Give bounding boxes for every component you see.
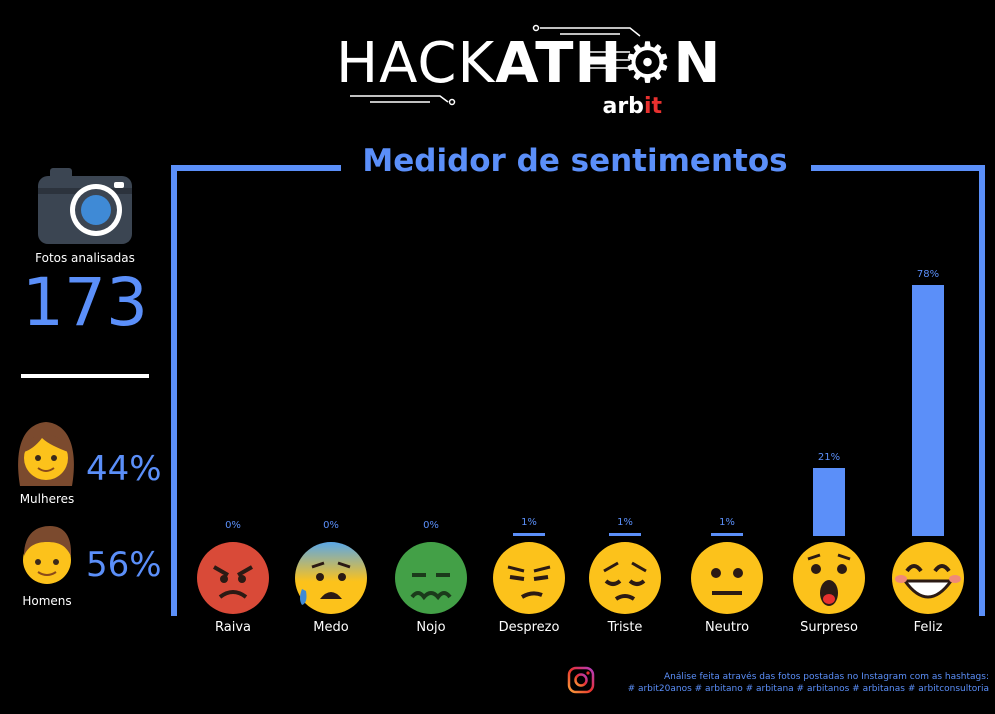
hashtags-list: # arbit20anos # arbitano # arbitana # ar… [627,684,989,695]
women-percentage: 44% [86,449,162,489]
woman-icon [18,422,74,486]
neutral-face-icon [691,542,763,614]
logo-subtitle: arbit [602,96,662,118]
category-label: Triste [607,620,643,635]
instagram-icon [567,666,595,694]
logo-o-gear-icon: ⚙ [622,31,674,96]
chart-title: Medidor de sentimentos [362,143,788,179]
fearful-face-icon [295,542,367,614]
category-label: Surpreso [800,620,858,635]
logo-title-bold: ATH [495,31,623,96]
bar-feliz [912,285,944,536]
angry-face-icon [197,542,269,614]
category-label: Feliz [913,620,943,635]
unamused-face-icon [493,542,565,614]
logo-title-thin: HACK [336,31,496,96]
logo-sub-white: arb [602,94,644,119]
man-icon [23,526,72,584]
surprised-face-icon [793,542,865,614]
bar-value-label: 1% [617,516,633,528]
grinning-face-icon [892,542,964,614]
logo-sub-red: it [643,94,662,119]
bar-value-label: 1% [719,516,735,528]
sidebar-divider [21,374,149,378]
bar-value-label: 0% [323,520,339,531]
bar-value-label: 0% [423,520,439,531]
bar-value-label: 78% [916,269,940,280]
category-label: Raiva [215,620,251,635]
bar-desprezo [513,532,545,536]
men-label: Homens [22,594,72,608]
category-label: Neutro [704,620,750,635]
category-label: Desprezo [498,620,560,635]
women-label: Mulheres [19,492,75,506]
photos-label: Fotos analisadas [35,251,135,265]
chart-frame [171,165,985,616]
bar-neutro [711,532,743,536]
bar-value-label: 1% [521,516,537,528]
circuit-lines-icon [350,24,641,106]
category-label: Medo [313,620,349,635]
hashtags-note: Análise feita através das fotos postadas… [559,671,989,695]
bar-value-label: 0% [225,520,241,531]
hashtags-note-line1: Análise feita através das fotos postadas… [664,672,989,682]
bar-surpreso [813,468,845,536]
camera-icon [38,168,132,244]
pensive-face-icon [589,542,661,614]
category-label: Nojo [416,620,446,635]
bar-triste [609,532,641,536]
logo-title-bold-end: N [673,31,722,96]
bar-value-label: 21% [817,452,841,464]
photos-count: 173 [22,264,148,341]
men-percentage: 56% [86,545,162,585]
hackathon-logo: HACKATH⚙N arbit [330,22,720,122]
logo-title: HACKATH⚙N [336,36,721,92]
nauseated-face-icon [395,542,467,614]
